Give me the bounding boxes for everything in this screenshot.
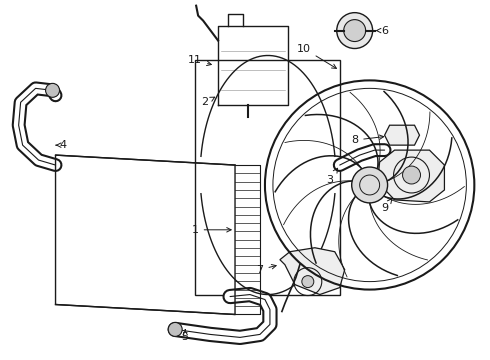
- Text: 6: 6: [375, 26, 388, 36]
- Circle shape: [337, 13, 372, 49]
- Text: 4: 4: [56, 140, 66, 150]
- Polygon shape: [280, 248, 345, 294]
- Circle shape: [168, 323, 182, 336]
- Text: 5: 5: [182, 330, 189, 342]
- Text: 10: 10: [297, 44, 337, 68]
- Polygon shape: [378, 150, 444, 202]
- Text: 9: 9: [381, 198, 392, 213]
- Text: 11: 11: [188, 55, 211, 66]
- Text: 7: 7: [256, 265, 276, 275]
- Circle shape: [46, 84, 59, 97]
- Text: 1: 1: [192, 225, 231, 235]
- Text: 3: 3: [326, 168, 338, 185]
- Circle shape: [352, 167, 388, 203]
- Circle shape: [343, 20, 366, 41]
- Polygon shape: [195, 60, 340, 294]
- Circle shape: [302, 276, 314, 288]
- Polygon shape: [385, 125, 419, 145]
- Text: 2: 2: [201, 97, 215, 107]
- Circle shape: [403, 166, 420, 184]
- Text: 8: 8: [351, 135, 384, 145]
